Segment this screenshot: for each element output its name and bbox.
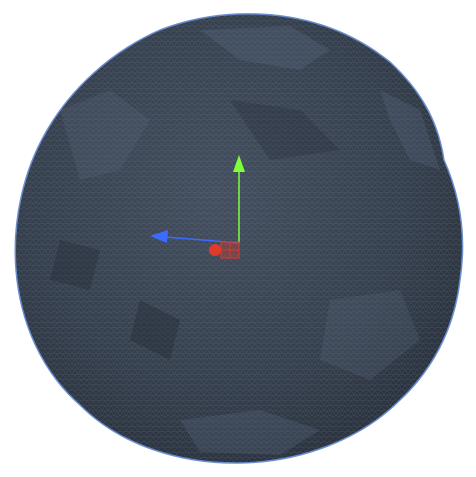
arrow-up-icon [233, 155, 245, 172]
z-axis-handle[interactable] [209, 244, 221, 256]
selection-outline [14, 13, 464, 464]
pivot-handle-icon [209, 244, 221, 256]
arrow-left-icon [150, 230, 168, 243]
y-axis-handle[interactable] [233, 155, 245, 243]
move-gizmo[interactable] [150, 155, 245, 259]
xz-plane-handle[interactable] [220, 241, 240, 259]
